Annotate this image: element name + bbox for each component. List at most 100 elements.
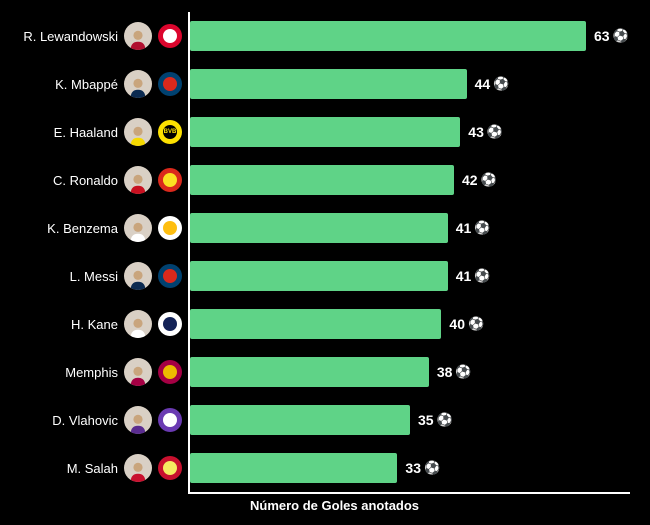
bar bbox=[190, 405, 410, 435]
player-silhouette-icon bbox=[127, 76, 149, 98]
player-name: E. Haaland bbox=[54, 125, 118, 140]
soccer-ball-icon: ⚽ bbox=[487, 124, 503, 140]
soccer-ball-icon: ⚽ bbox=[424, 460, 440, 476]
bar-area: 40⚽ bbox=[188, 300, 640, 348]
player-name: K. Mbappé bbox=[55, 77, 118, 92]
chart-row: E. HaalandBVB43⚽ bbox=[10, 108, 640, 156]
bar-value: 35 bbox=[418, 412, 434, 428]
chart-row: M. Salah 33⚽ bbox=[10, 444, 640, 492]
label-area: H. Kane bbox=[10, 310, 188, 338]
player-avatar bbox=[124, 70, 152, 98]
chart-row: Memphis 38⚽ bbox=[10, 348, 640, 396]
player-silhouette-icon bbox=[127, 220, 149, 242]
soccer-ball-icon: ⚽ bbox=[613, 28, 629, 44]
bar-area: 41⚽ bbox=[188, 252, 640, 300]
player-silhouette-icon bbox=[127, 460, 149, 482]
bar bbox=[190, 165, 454, 195]
club-badge-icon bbox=[158, 24, 182, 48]
bar-value: 38 bbox=[437, 364, 453, 380]
soccer-ball-icon: ⚽ bbox=[493, 76, 509, 92]
player-name: Memphis bbox=[65, 365, 118, 380]
label-area: K. Benzema bbox=[10, 214, 188, 242]
player-name: K. Benzema bbox=[47, 221, 118, 236]
bar-area: 38⚽ bbox=[188, 348, 640, 396]
player-avatar bbox=[124, 358, 152, 386]
bar-area: 35⚽ bbox=[188, 396, 640, 444]
bar-value: 42 bbox=[462, 172, 478, 188]
label-area: D. Vlahovic bbox=[10, 406, 188, 434]
soccer-ball-icon: ⚽ bbox=[474, 220, 490, 236]
player-silhouette-icon bbox=[127, 28, 149, 50]
player-name: L. Messi bbox=[70, 269, 118, 284]
label-area: L. Messi bbox=[10, 262, 188, 290]
bar bbox=[190, 357, 429, 387]
bar-area: 43⚽ bbox=[188, 108, 640, 156]
soccer-ball-icon: ⚽ bbox=[455, 364, 471, 380]
player-name: C. Ronaldo bbox=[53, 173, 118, 188]
x-axis-line bbox=[188, 492, 630, 494]
player-name: R. Lewandowski bbox=[23, 29, 118, 44]
player-avatar bbox=[124, 406, 152, 434]
player-avatar bbox=[124, 118, 152, 146]
player-avatar bbox=[124, 214, 152, 242]
bar-value: 63 bbox=[594, 28, 610, 44]
player-name: H. Kane bbox=[71, 317, 118, 332]
bar-area: 63⚽ bbox=[188, 12, 640, 60]
player-avatar bbox=[124, 454, 152, 482]
club-badge-icon bbox=[158, 168, 182, 192]
goals-bar-chart: R. Lewandowski63⚽K. Mbappé44⚽E. HaalandB… bbox=[10, 12, 640, 492]
chart-row: C. Ronaldo 42⚽ bbox=[10, 156, 640, 204]
player-silhouette-icon bbox=[127, 124, 149, 146]
bar-value: 44 bbox=[475, 76, 491, 92]
label-area: Memphis bbox=[10, 358, 188, 386]
club-badge-icon bbox=[158, 408, 182, 432]
player-silhouette-icon bbox=[127, 316, 149, 338]
club-badge-icon bbox=[158, 312, 182, 336]
bar-value: 40 bbox=[449, 316, 465, 332]
label-area: K. Mbappé bbox=[10, 70, 188, 98]
chart-row: K. Benzema 41⚽ bbox=[10, 204, 640, 252]
player-silhouette-icon bbox=[127, 412, 149, 434]
label-area: C. Ronaldo bbox=[10, 166, 188, 194]
soccer-ball-icon: ⚽ bbox=[468, 316, 484, 332]
bar-area: 33⚽ bbox=[188, 444, 640, 492]
player-avatar bbox=[124, 22, 152, 50]
bar bbox=[190, 21, 586, 51]
x-axis-label: Número de Goles anotados bbox=[250, 498, 419, 513]
soccer-ball-icon: ⚽ bbox=[481, 172, 497, 188]
chart-row: R. Lewandowski 63⚽ bbox=[10, 12, 640, 60]
club-badge-icon bbox=[158, 456, 182, 480]
player-silhouette-icon bbox=[127, 364, 149, 386]
chart-row: L. Messi 41⚽ bbox=[10, 252, 640, 300]
bar bbox=[190, 453, 397, 483]
bar-area: 44⚽ bbox=[188, 60, 640, 108]
player-silhouette-icon bbox=[127, 268, 149, 290]
bar bbox=[190, 117, 460, 147]
chart-row: K. Mbappé 44⚽ bbox=[10, 60, 640, 108]
soccer-ball-icon: ⚽ bbox=[474, 268, 490, 284]
club-badge-icon bbox=[158, 72, 182, 96]
bar-value: 41 bbox=[456, 268, 472, 284]
club-badge-icon bbox=[158, 216, 182, 240]
label-area: R. Lewandowski bbox=[10, 22, 188, 50]
player-name: M. Salah bbox=[67, 461, 118, 476]
label-area: M. Salah bbox=[10, 454, 188, 482]
bar bbox=[190, 213, 448, 243]
bar-value: 41 bbox=[456, 220, 472, 236]
club-badge-icon bbox=[158, 264, 182, 288]
label-area: E. Haaland BVB bbox=[10, 118, 188, 146]
soccer-ball-icon: ⚽ bbox=[437, 412, 453, 428]
bar bbox=[190, 69, 467, 99]
club-badge-icon: BVB bbox=[158, 120, 182, 144]
chart-row: D. Vlahovic 35⚽ bbox=[10, 396, 640, 444]
club-badge-icon bbox=[158, 360, 182, 384]
player-silhouette-icon bbox=[127, 172, 149, 194]
player-avatar bbox=[124, 310, 152, 338]
bar bbox=[190, 261, 448, 291]
bar-value: 43 bbox=[468, 124, 484, 140]
player-avatar bbox=[124, 262, 152, 290]
bar bbox=[190, 309, 441, 339]
chart-row: H. Kane 40⚽ bbox=[10, 300, 640, 348]
player-name: D. Vlahovic bbox=[52, 413, 118, 428]
bar-area: 41⚽ bbox=[188, 204, 640, 252]
